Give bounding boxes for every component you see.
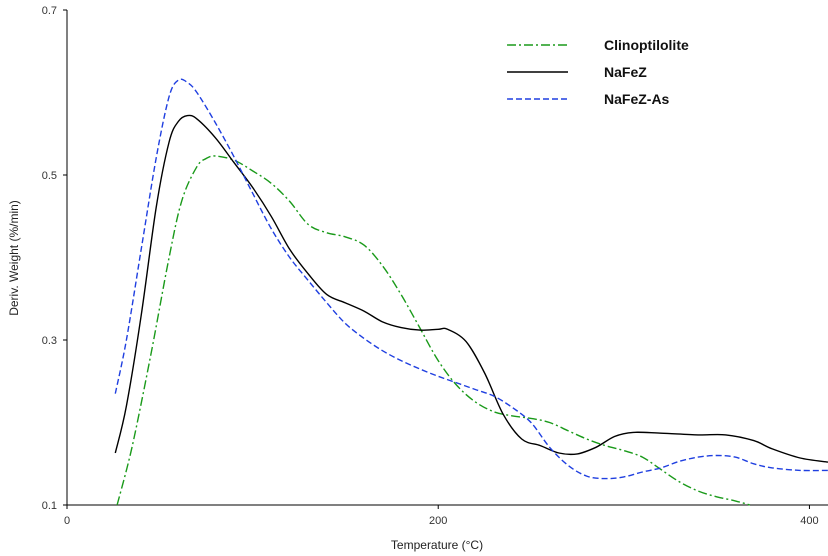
x-tick-label: 0: [64, 515, 70, 527]
x-axis-title: Temperature (°C): [391, 538, 483, 552]
series-line-nafez: [114, 114, 828, 463]
legend-label-nafez-as: NaFeZ-As: [604, 91, 670, 107]
x-tick-label: 400: [800, 515, 818, 527]
series-line-nafez-as: [114, 78, 828, 480]
y-tick-label: 0.3: [42, 335, 57, 347]
y-axis-title: Deriv. Weight (%/min): [7, 200, 21, 316]
series-line-clinoptilolite: [116, 155, 751, 506]
legend-label-nafez: NaFeZ: [604, 64, 647, 80]
y-tick-label: 0.7: [42, 5, 57, 17]
plot-lines: [114, 78, 828, 506]
legend-label-clinoptilolite: Clinoptilolite: [604, 37, 689, 53]
legend: Clinoptilolite NaFeZ NaFeZ-As: [507, 37, 689, 107]
y-tick-label: 0.1: [42, 500, 57, 512]
axes: 0.1 0.3 0.5 0.7 0 200 400: [42, 5, 828, 527]
y-tick-label: 0.5: [42, 170, 57, 182]
x-tick-label: 200: [429, 515, 447, 527]
